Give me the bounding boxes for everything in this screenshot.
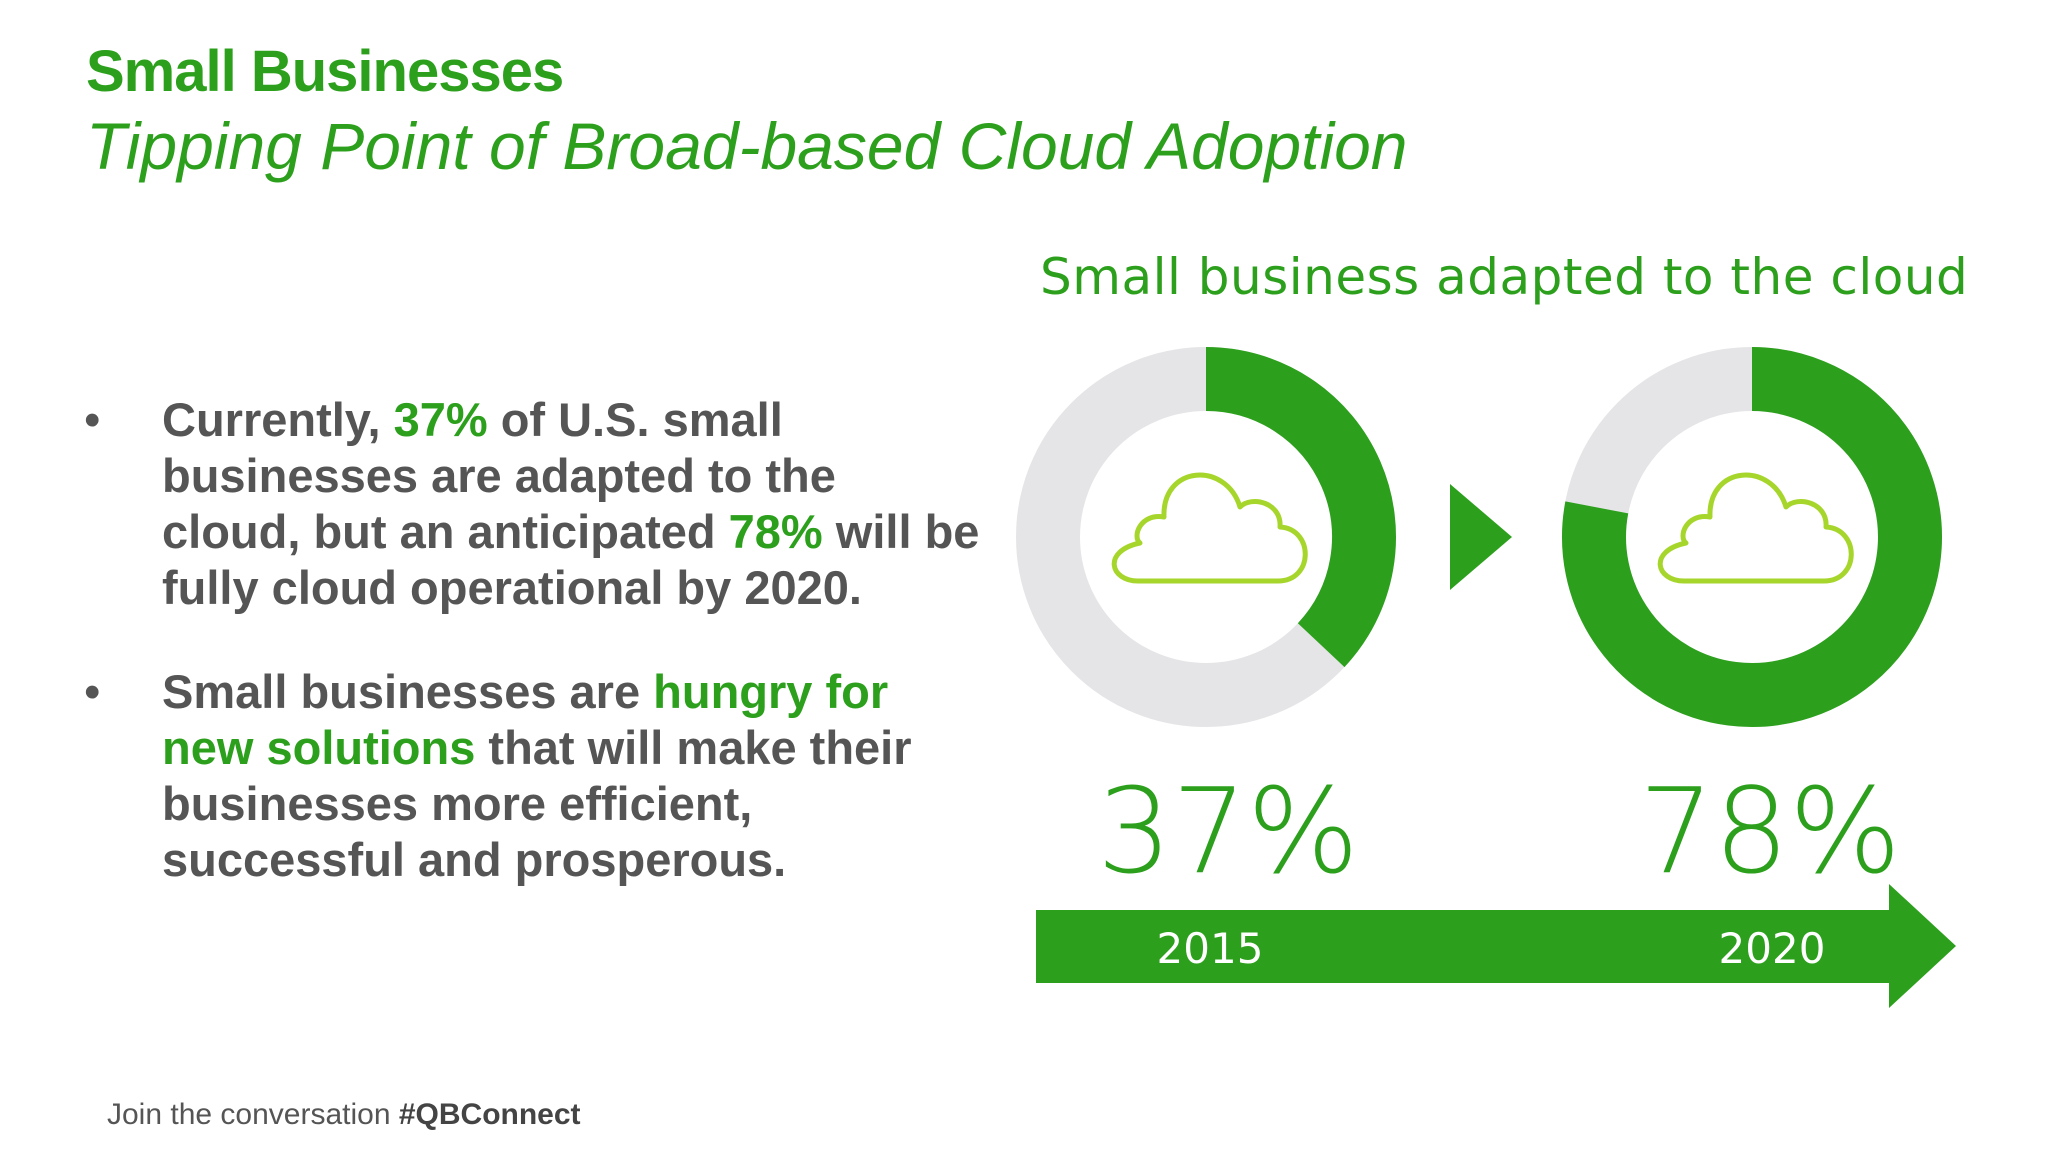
- percent-label-2020: 78%: [1639, 762, 1901, 900]
- hashtag: #QBConnect: [398, 1098, 581, 1131]
- chart-title: Small business adapted to the cloud: [1040, 248, 1969, 306]
- bullet-text: Currently, 37% of U.S. small businesses …: [162, 393, 980, 614]
- cloud-icon: [1657, 472, 1854, 584]
- year-label-2020: 2020: [1719, 924, 1826, 973]
- bullet-dot: •: [84, 393, 101, 446]
- year-label-2015: 2015: [1157, 924, 1264, 973]
- percent-label-2015: 37%: [1097, 762, 1359, 900]
- slide-subtitle: Tipping Point of Broad-based Cloud Adopt…: [86, 109, 1408, 183]
- bullet-item-2: • Small businesses are hungry for new so…: [80, 664, 980, 888]
- slide-title: Small Businesses: [86, 39, 564, 104]
- bullet-list: • Currently, 37% of U.S. small businesse…: [80, 392, 980, 936]
- footer: Join the conversation #QBConnect: [107, 1098, 581, 1131]
- timeline-arrow: [1036, 884, 1956, 1008]
- cloud-icon: [1111, 472, 1308, 584]
- donut-segment-2015: [1205, 347, 1396, 668]
- donut-segment-2020: [1562, 347, 1942, 727]
- next-arrow-icon: [1450, 484, 1512, 590]
- bullet-dot: •: [84, 665, 101, 718]
- bullet-text: Small businesses are hungry for new solu…: [162, 665, 912, 886]
- bullet-item-1: • Currently, 37% of U.S. small businesse…: [80, 392, 980, 616]
